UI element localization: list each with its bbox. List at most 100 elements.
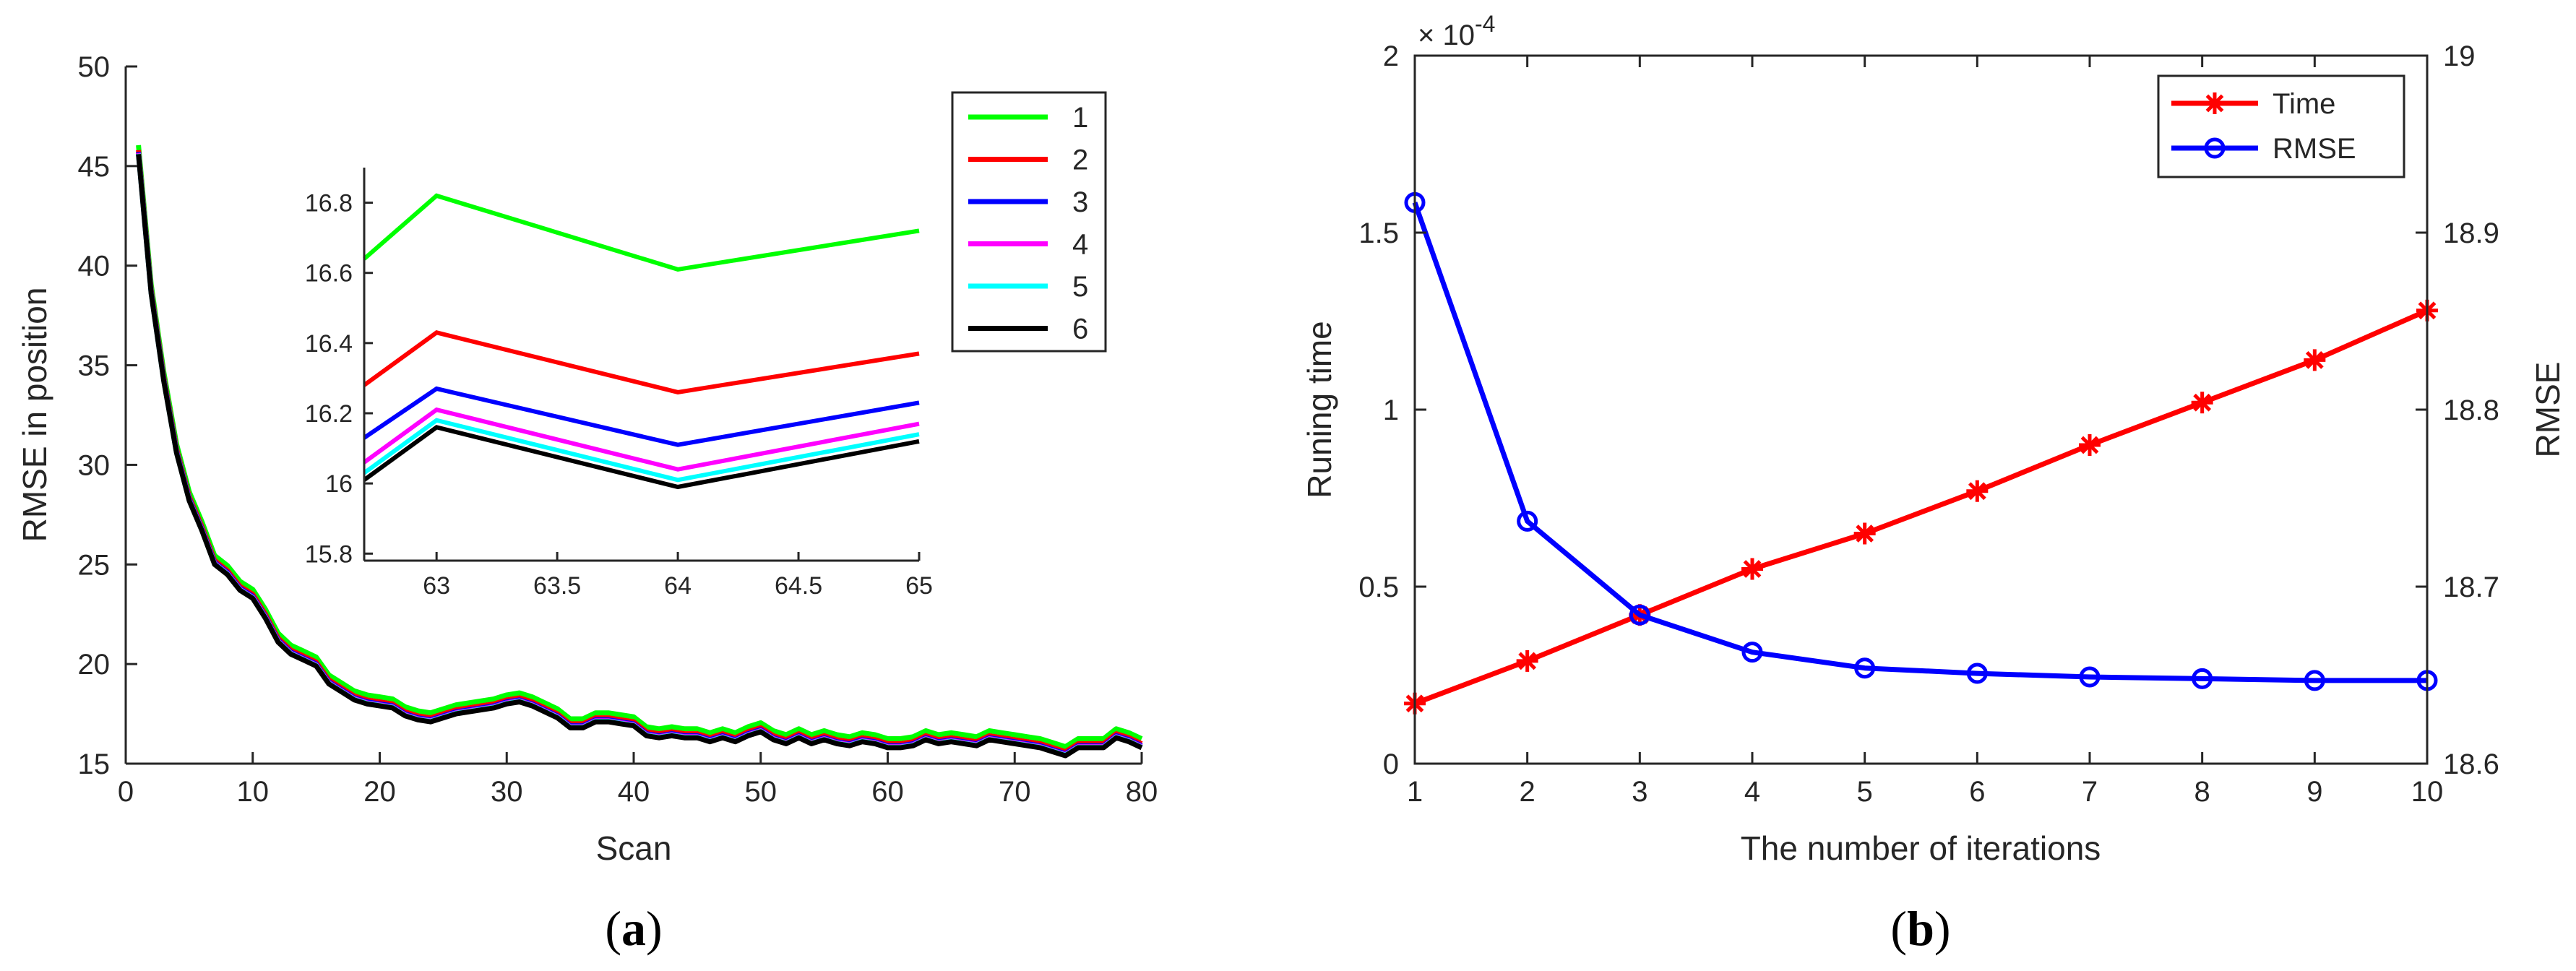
series-line-1 — [136, 144, 1143, 750]
ticks-b: 1 2 3 4 5 6 7 8 9 10 0 0.5 1 1.5 2 18.6 18.7 18.8 18.9 19 — [1358, 40, 2499, 808]
legend-label-3: 3 — [1072, 186, 1088, 218]
x-tick-label-a: 0 — [118, 776, 134, 808]
y-tick-label-b: 1 — [1383, 394, 1399, 426]
inset-series-lines — [363, 193, 920, 490]
x-tick-label-b: 5 — [1857, 776, 1873, 808]
inset-series-line-3 — [363, 386, 920, 447]
x-tick-label-a: 70 — [999, 776, 1031, 808]
marker-stroke — [1856, 525, 1874, 543]
x-tick-label-a: 10 — [237, 776, 270, 808]
y-tick-label-b: 0.5 — [1358, 571, 1399, 603]
legend-b: Time RMSE — [2157, 74, 2405, 178]
marker-stroke — [1743, 560, 1762, 578]
marker-time — [1853, 522, 1876, 545]
x-tick-label-b: 10 — [2411, 776, 2444, 808]
series-lines-a — [136, 144, 1143, 759]
marker-stroke — [2305, 351, 2324, 369]
x-tick-label-a: 30 — [491, 776, 523, 808]
y-tick-label-a: 45 — [78, 151, 111, 183]
x-tick-label-b: 7 — [2082, 776, 2098, 808]
y-tick-label-a: 15 — [78, 748, 111, 780]
marker-rmse — [1517, 510, 1538, 532]
series-lines-b — [1404, 191, 2438, 715]
marker-time — [1966, 480, 1989, 502]
inset-x-tick-label: 63 — [423, 572, 450, 600]
y-tick-label-a: 30 — [78, 449, 111, 481]
inset-y-tick-label: 16.8 — [305, 190, 353, 217]
marker-time — [1516, 650, 1538, 672]
y2-tick-label-b: 18.6 — [2443, 748, 2499, 780]
y-tick-label-a: 35 — [78, 350, 111, 382]
x-tick-label-a: 50 — [745, 776, 777, 808]
x-tick-label-a: 80 — [1126, 776, 1158, 808]
marker-stroke — [2193, 393, 2212, 412]
legend-marker-rmse — [2204, 137, 2226, 159]
x-tick-label-b: 4 — [1744, 776, 1760, 808]
y-tick-label-a: 50 — [78, 51, 111, 83]
y2-tick-label-b: 19 — [2443, 40, 2476, 72]
x-tick-label-b: 6 — [1969, 776, 1985, 808]
inset-y-tick-label: 15.8 — [305, 540, 353, 568]
inset-chart: 63 63.5 64 64.5 65 15.8 16 16.2 16.4 16.6 16.8 — [305, 168, 933, 600]
panel-label-b: (b) — [1890, 901, 1950, 956]
legend-label-2: 2 — [1072, 144, 1088, 176]
y2-tick-label-b: 18.7 — [2443, 571, 2499, 603]
y-tick-label-b: 1.5 — [1358, 217, 1399, 249]
marker-time — [2079, 434, 2101, 456]
y2-axis-label-b: RMSE — [2529, 362, 2567, 458]
y-tick-label-b: 0 — [1383, 748, 1399, 780]
x-tick-label-b: 9 — [2306, 776, 2322, 808]
marker-stroke — [1518, 652, 1537, 670]
y-axis-label-a: RMSE in position — [16, 288, 53, 543]
inset-series-line-6 — [363, 425, 920, 490]
inset-x-tick-label: 65 — [905, 572, 933, 600]
legend-box-b — [2157, 74, 2405, 178]
legend-a: 1 2 3 4 5 6 — [951, 91, 1107, 353]
panel-label-b-close: ) — [1934, 901, 1951, 956]
x-tick-label-b: 1 — [1407, 776, 1423, 808]
panel-label-b-open: ( — [1890, 901, 1907, 956]
inset-y-tick-label: 16.4 — [305, 330, 353, 358]
series-line-rmse — [1412, 202, 2427, 683]
y-tick-label-a: 25 — [78, 549, 111, 581]
panel-label-a-open: ( — [605, 901, 621, 956]
y-exponent-label-b: × 10-4 — [1418, 11, 1495, 51]
marker-rmse — [2079, 666, 2101, 688]
y-exponent-base-b: × 10 — [1418, 20, 1475, 51]
inset-y-tick-label: 16.6 — [305, 260, 353, 288]
panel-label-b-letter: b — [1907, 901, 1934, 956]
inset-x-tick-label: 63.5 — [533, 572, 581, 600]
y2-tick-label-b: 18.9 — [2443, 217, 2499, 249]
x-tick-label-a: 60 — [871, 776, 904, 808]
x-tick-label-b: 3 — [1632, 776, 1647, 808]
marker-rmse — [1854, 657, 1876, 679]
legend-marker-time — [2204, 92, 2226, 114]
inset-ticks: 63 63.5 64 64.5 65 15.8 16 16.2 16.4 16.6 16.8 — [305, 190, 933, 600]
marker-time — [2191, 392, 2213, 414]
y-tick-label-a: 20 — [78, 649, 111, 681]
legend-box-a — [951, 91, 1107, 353]
series-line-6 — [136, 153, 1143, 759]
y-tick-label-b: 2 — [1383, 40, 1399, 72]
y2-tick-label-b: 18.8 — [2443, 394, 2499, 426]
legend-label-5: 5 — [1072, 271, 1088, 303]
inset-x-tick-label: 64 — [664, 572, 692, 600]
x-axis-label-b: The number of iterations — [1741, 829, 2101, 867]
marker-rmse — [2192, 668, 2213, 689]
x-axis-label-a: Scan — [596, 829, 672, 867]
y-tick-label-a: 40 — [78, 251, 111, 282]
inset-series-line-1 — [363, 193, 920, 272]
panel-label-a-letter: a — [621, 901, 646, 956]
x-tick-label-a: 20 — [363, 776, 396, 808]
marker-time — [2304, 349, 2326, 371]
x-tick-label-a: 40 — [618, 776, 650, 808]
marker-rmse — [1741, 642, 1763, 663]
series-line-time — [1413, 308, 2429, 706]
y-axis-label-b: Runing time — [1301, 321, 1338, 498]
legend-label-time: Time — [2273, 88, 2335, 120]
x-tick-label-b: 2 — [1520, 776, 1535, 808]
marker-stroke — [1968, 482, 1986, 501]
